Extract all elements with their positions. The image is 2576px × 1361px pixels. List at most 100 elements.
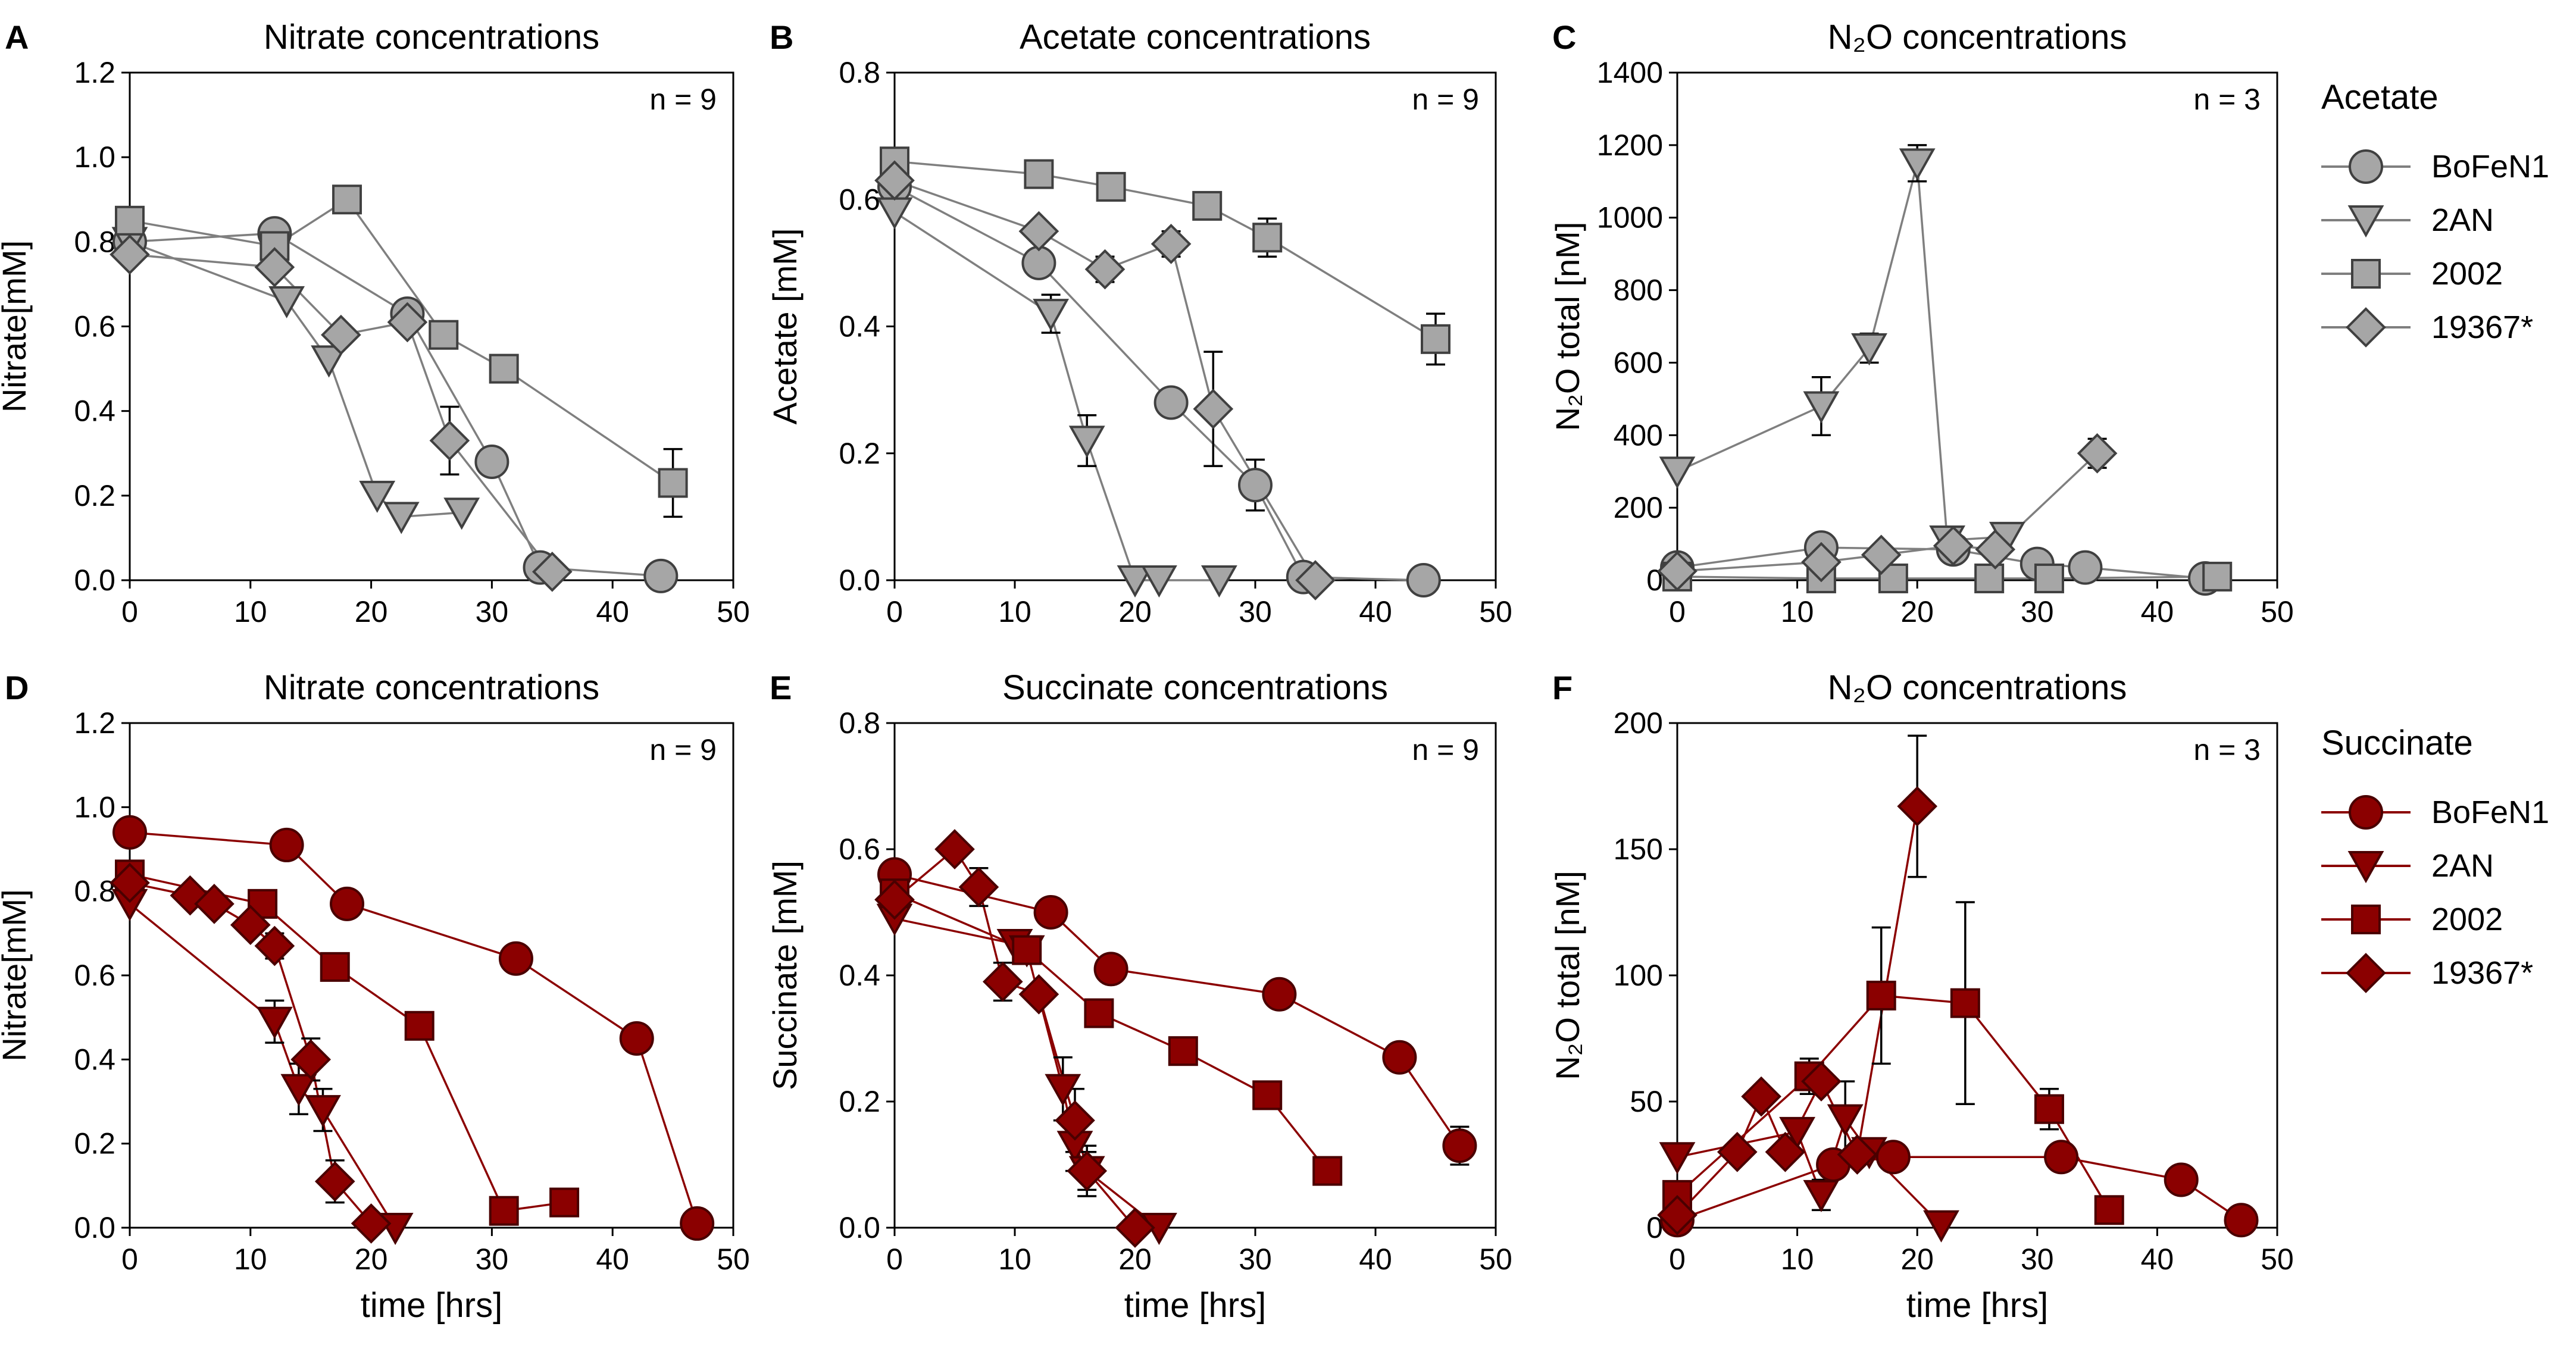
series-line bbox=[129, 831, 698, 1224]
data-point-square bbox=[489, 1196, 519, 1226]
y-tick-label: 0.4 bbox=[74, 395, 115, 428]
data-point-triangle-down bbox=[1068, 425, 1105, 458]
data-point-square bbox=[658, 468, 688, 498]
data-point-circle bbox=[2164, 1162, 2199, 1197]
x-tick-label: 40 bbox=[1359, 1243, 1392, 1276]
legend-label: 2002 bbox=[2431, 902, 2503, 937]
y-tick-label: 0.0 bbox=[74, 1211, 115, 1244]
legend-marker-square bbox=[2351, 905, 2381, 934]
y-axis-label: Nitrate[mM] bbox=[0, 889, 33, 1061]
panel-letter: D bbox=[5, 669, 29, 706]
data-point-diamond bbox=[321, 314, 361, 355]
legend-marker-triangle-down bbox=[2347, 851, 2384, 884]
y-axis-label: N₂O total [nM] bbox=[1549, 871, 1586, 1080]
y-tick-label: 0.0 bbox=[839, 564, 880, 597]
data-point-triangle-down bbox=[1659, 456, 1696, 489]
x-tick-label: 40 bbox=[1359, 595, 1392, 628]
plot-frame bbox=[893, 71, 1497, 581]
data-point-diamond bbox=[1657, 1194, 1697, 1235]
plot-frame bbox=[1676, 71, 2278, 581]
sample-size-label: n = 9 bbox=[1412, 83, 1479, 116]
data-point-diamond bbox=[874, 879, 915, 920]
series-2002 bbox=[129, 198, 674, 484]
y-tick-label: 1200 bbox=[1597, 129, 1663, 162]
data-point-circle bbox=[2044, 1140, 2079, 1175]
data-point-triangle-down bbox=[383, 502, 420, 534]
legend-label: BoFeN1 bbox=[2431, 794, 2549, 830]
data-point-circle bbox=[498, 941, 533, 976]
data-point-triangle-down bbox=[305, 1095, 341, 1128]
chart-title: Nitrate concentrations bbox=[264, 668, 599, 707]
x-tick-label: 10 bbox=[234, 595, 267, 628]
data-point-square bbox=[1950, 988, 1980, 1018]
series-bofen1 bbox=[894, 873, 1461, 1147]
data-point-diamond bbox=[1067, 1150, 1108, 1191]
data-point-diamond bbox=[1018, 211, 1059, 252]
series-line bbox=[129, 240, 462, 518]
data-point-diamond bbox=[110, 862, 150, 903]
series-2002 bbox=[894, 892, 1328, 1172]
x-tick-label: 10 bbox=[234, 1243, 267, 1276]
data-point-triangle-down bbox=[256, 1006, 293, 1039]
data-point-diamond bbox=[429, 420, 470, 461]
x-tick-label: 40 bbox=[2141, 595, 2174, 628]
x-tick-label: 0 bbox=[886, 595, 903, 628]
series-line bbox=[1677, 575, 2218, 580]
data-point-diamond bbox=[1933, 525, 1974, 566]
y-tick-label: 0.2 bbox=[839, 437, 880, 470]
x-tick-label: 40 bbox=[596, 595, 629, 628]
data-point-square bbox=[2034, 563, 2064, 593]
data-point-diamond bbox=[1741, 1076, 1781, 1117]
x-tick-label: 20 bbox=[1900, 595, 1934, 628]
y-tick-label: 1000 bbox=[1597, 201, 1663, 234]
data-point-diamond bbox=[314, 1161, 355, 1202]
data-point-circle bbox=[1875, 1140, 1911, 1175]
panel-letter: E bbox=[770, 669, 792, 706]
y-tick-label: 0.2 bbox=[74, 1127, 115, 1160]
plot-frame bbox=[129, 722, 734, 1229]
data-point-circle bbox=[1238, 468, 1273, 503]
data-point-triangle-down bbox=[1033, 299, 1070, 331]
x-tick-label: 30 bbox=[1239, 1243, 1272, 1276]
y-tick-label: 0.8 bbox=[839, 56, 880, 89]
legend-marker-circle bbox=[2349, 149, 2383, 184]
data-point-diamond bbox=[1765, 1131, 1806, 1172]
x-tick-label: 0 bbox=[1669, 1243, 1686, 1276]
series-2002 bbox=[1676, 994, 2111, 1211]
data-point-square bbox=[1168, 1036, 1198, 1066]
series-19367 bbox=[129, 253, 554, 572]
series-bofen1 bbox=[1677, 1156, 2242, 1221]
series-line bbox=[129, 198, 674, 484]
panel-letter: F bbox=[1552, 669, 1573, 706]
series-19367 bbox=[894, 179, 1317, 581]
series-line bbox=[894, 160, 1436, 340]
legend-label: 19367* bbox=[2431, 309, 2533, 345]
panel-letter: C bbox=[1552, 18, 1576, 56]
data-point-circle bbox=[1033, 895, 1068, 930]
chart-title: N₂O concentrations bbox=[1828, 18, 2127, 57]
x-tick-label: 0 bbox=[886, 1243, 903, 1276]
data-point-diamond bbox=[1018, 974, 1059, 1015]
data-point-circle bbox=[112, 815, 147, 850]
legend-label: 2002 bbox=[2431, 256, 2503, 292]
series-2an bbox=[894, 211, 1220, 581]
x-tick-label: 20 bbox=[1118, 1243, 1152, 1276]
y-axis-label: Succinate [mM] bbox=[766, 861, 804, 1090]
y-tick-label: 0.2 bbox=[839, 1085, 880, 1118]
data-point-triangle-down bbox=[1779, 1116, 1816, 1149]
series-line bbox=[129, 873, 565, 1212]
legend-succinate: Succinate BoFeN1 2AN 2002 19367* bbox=[2321, 724, 2549, 993]
data-point-triangle-down bbox=[1851, 333, 1887, 366]
x-tick-label: 10 bbox=[998, 595, 1031, 628]
data-point-square bbox=[549, 1187, 580, 1218]
data-point-diamond bbox=[1897, 786, 1938, 827]
chart-title: Succinate concentrations bbox=[1002, 668, 1388, 707]
legend-marker-diamond bbox=[2346, 953, 2386, 993]
y-tick-label: 800 bbox=[1614, 274, 1663, 307]
y-tick-label: 0.8 bbox=[74, 225, 115, 258]
x-tick-label: 20 bbox=[355, 595, 388, 628]
data-point-circle bbox=[1093, 952, 1128, 987]
y-tick-label: 1.0 bbox=[74, 790, 115, 824]
series-line bbox=[1677, 162, 2008, 542]
x-tick-label: 10 bbox=[1781, 1243, 1814, 1276]
